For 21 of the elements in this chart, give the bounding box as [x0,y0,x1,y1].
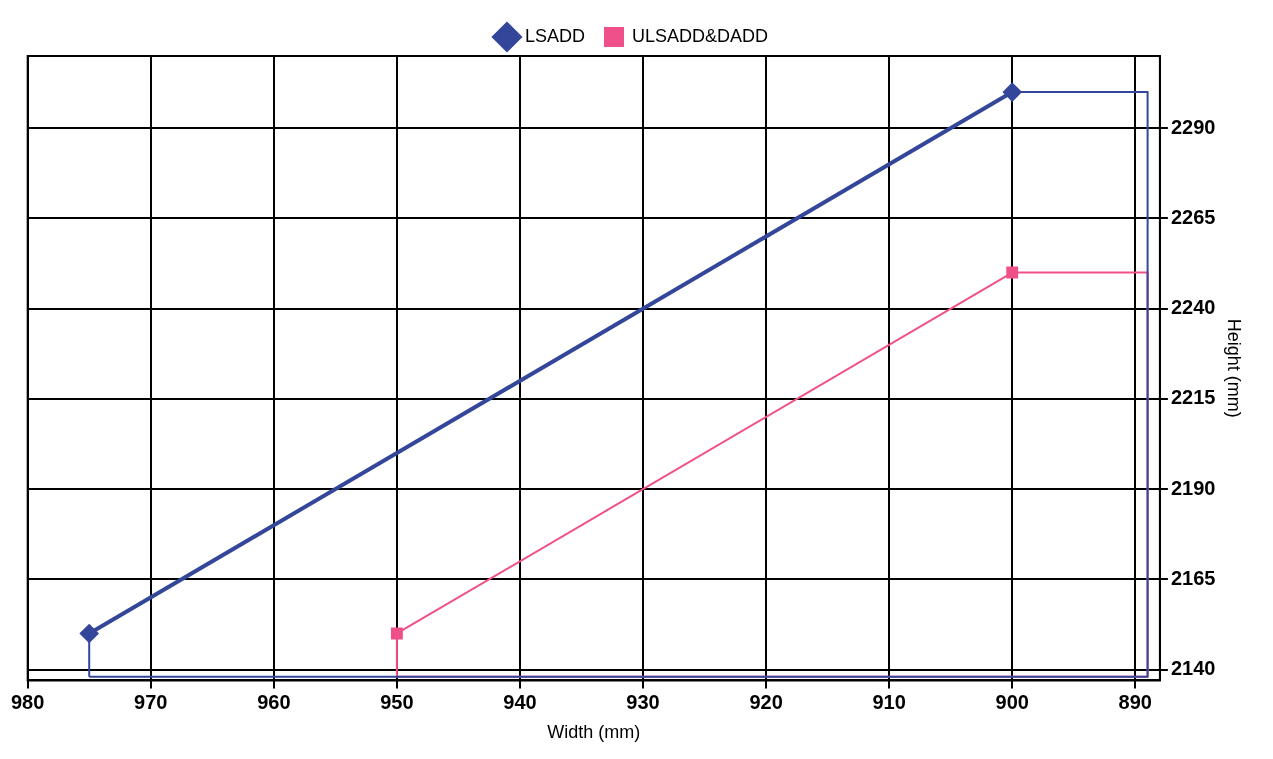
y-tick-label: 2140 [1170,657,1216,680]
y-tick-label: 2165 [1170,566,1216,589]
x-tick-label: 960 [257,690,291,713]
y-axis-title: Height (mm) [1224,318,1245,418]
x-tick-label: 890 [1118,690,1152,713]
x-tick-label: 930 [626,690,660,713]
x-tick-label: 940 [503,690,537,713]
y-tick-label: 2190 [1170,476,1216,499]
x-tick-label: 980 [11,690,45,713]
legend-label: ULSADD&DADD [632,25,769,46]
y-tick-label: 2215 [1170,386,1216,409]
x-tick-label: 900 [995,690,1029,713]
y-tick-label: 2265 [1170,205,1216,228]
x-axis-title: Width (mm) [547,722,641,743]
y-tick-label: 2290 [1170,115,1216,138]
x-tick-label: 910 [872,690,906,713]
x-tick-label: 950 [380,690,414,713]
x-tick-label: 970 [134,690,168,713]
y-tick-label: 2240 [1170,296,1216,319]
legend-label: LSADD [524,25,586,46]
x-tick-label: 920 [749,690,783,713]
